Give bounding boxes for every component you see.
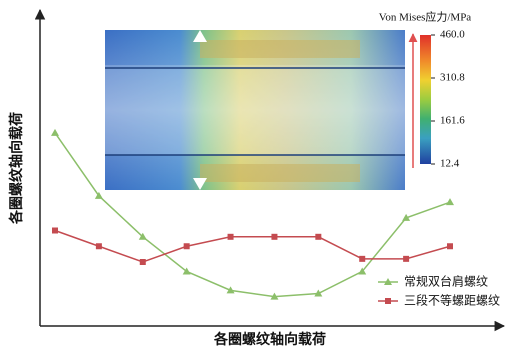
y-axis-title: 各圈螺纹轴向载荷 [8, 112, 25, 225]
point [52, 228, 58, 234]
colorbar-tick-label: 161.6 [440, 115, 465, 127]
point [271, 234, 277, 240]
point [96, 243, 102, 249]
legend-label: 常规双台肩螺纹 [404, 274, 488, 289]
point [447, 243, 453, 249]
colorbar [420, 35, 431, 164]
point [446, 198, 454, 205]
point [359, 256, 365, 262]
colorbar-tick-label: 460.0 [440, 29, 465, 41]
legend-label: 三段不等螺距螺纹 [404, 293, 500, 308]
point [315, 234, 321, 240]
colorbar-title: Von Mises应力/MPa [379, 10, 472, 24]
point [403, 256, 409, 262]
point [184, 243, 190, 249]
fea-image [105, 30, 405, 190]
page: {"chart_data": { "type": "line", "x_labe… [0, 0, 508, 349]
colorbar-tick-label: 310.8 [440, 72, 465, 84]
point [228, 234, 234, 240]
chart: Von Mises应力/MPa 各圈螺纹轴向载荷 各圈螺纹轴向载荷 460.0 3… [0, 0, 508, 349]
point [140, 259, 146, 265]
legend-marker [385, 298, 391, 304]
x-axis-title: 各圈螺纹轴向载荷 [213, 331, 326, 348]
colorbar-tick-label: 12.4 [440, 158, 460, 170]
series-line [55, 231, 450, 263]
point [51, 129, 59, 136]
